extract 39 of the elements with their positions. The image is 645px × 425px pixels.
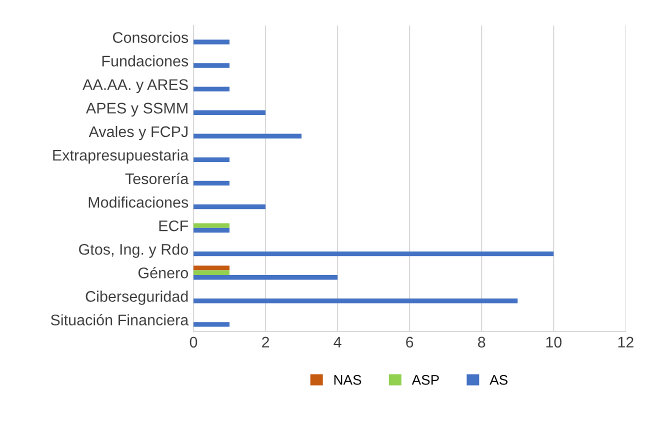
legend-label: AS [490, 374, 508, 385]
y-tick-label: Ciberseguridad [86, 290, 188, 305]
bar [194, 134, 302, 138]
bar [194, 266, 230, 270]
y-tick-label: Fundaciones [102, 55, 188, 66]
bar [194, 251, 554, 256]
x-tick-label: 2 [262, 336, 270, 348]
bar [194, 157, 230, 162]
bar [194, 275, 338, 280]
y-tick-label: Situación Financiera [50, 314, 189, 326]
bar [194, 180, 230, 186]
legend-label: NAS [334, 374, 362, 385]
y-tick-label: Extrapresupuestaria [53, 149, 189, 164]
x-tick-label: 10 [546, 336, 562, 348]
bar [194, 228, 230, 233]
x-tick-label: 4 [334, 336, 342, 348]
x-tick-label: 6 [406, 336, 414, 348]
bar [194, 110, 266, 115]
y-tick-label: Gtos, Ing. y Rdo [79, 244, 188, 258]
bar [194, 322, 230, 327]
x-tick-label: 0 [190, 336, 198, 348]
y-tick-label: APES y SSMM [86, 102, 188, 117]
bar [194, 63, 230, 68]
bar [194, 298, 518, 304]
bar [194, 40, 230, 44]
y-tick-label: Consorcios [113, 32, 188, 43]
y-tick-label: Género [138, 266, 188, 278]
y-tick-label: Avales y FCPJ [88, 126, 188, 140]
y-tick-label: Modificaciones [88, 196, 188, 208]
bar [194, 270, 230, 276]
bar [194, 204, 266, 210]
bar [194, 223, 230, 228]
y-tick-label: ECF [159, 220, 188, 232]
legend-label: ASP [412, 374, 439, 385]
bar [194, 86, 230, 92]
x-tick-label: 12 [618, 336, 634, 348]
y-tick-label: Tesorería [125, 172, 189, 184]
x-tick-label: 8 [478, 336, 486, 348]
y-tick-label: AA.AA. y ARES [82, 79, 188, 94]
